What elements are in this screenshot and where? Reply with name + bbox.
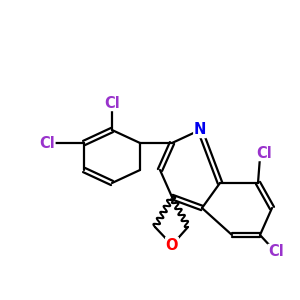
- Text: N: N: [194, 122, 206, 137]
- Text: Cl: Cl: [39, 136, 55, 151]
- Text: Cl: Cl: [268, 244, 284, 260]
- Text: Cl: Cl: [256, 146, 272, 160]
- Text: O: O: [166, 238, 178, 253]
- Text: Cl: Cl: [104, 95, 120, 110]
